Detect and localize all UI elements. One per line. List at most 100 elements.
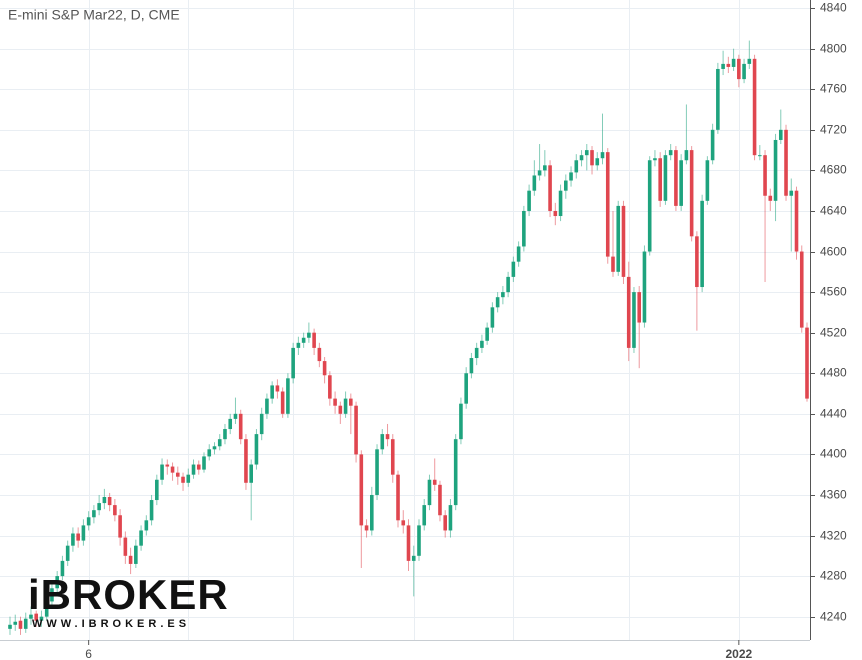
- candle-body: [637, 292, 642, 323]
- candle-body: [579, 155, 584, 161]
- candle-body: [721, 63, 725, 69]
- candle-body: [328, 375, 332, 399]
- candle-body: [134, 545, 138, 564]
- candle-body: [632, 292, 636, 348]
- candle-body: [663, 155, 668, 201]
- candle-body: [527, 190, 531, 211]
- candle-body: [485, 327, 489, 341]
- candle-body: [569, 172, 573, 181]
- candle-body: [385, 434, 390, 440]
- candle-body: [710, 129, 715, 161]
- candle-body: [605, 152, 610, 257]
- candle-body: [301, 337, 306, 343]
- y-tick-label: 4760: [820, 82, 847, 96]
- candle-body: [65, 545, 70, 561]
- candle-body: [705, 160, 710, 201]
- candle-body: [432, 479, 437, 485]
- candle-body: [427, 479, 432, 506]
- candle-body: [642, 251, 647, 323]
- y-tick-label: 4600: [820, 245, 847, 259]
- candle-body: [71, 533, 75, 546]
- candle-body: [558, 190, 563, 217]
- candle-body: [139, 530, 143, 546]
- candle-body: [406, 525, 411, 561]
- candle-body: [695, 236, 699, 288]
- y-tick-label: 4720: [820, 123, 847, 137]
- candle-body: [317, 347, 322, 362]
- candle-body: [238, 413, 243, 440]
- candle-body: [244, 439, 248, 483]
- candle-body: [233, 413, 238, 419]
- candle-body: [522, 210, 526, 247]
- candle-body: [107, 496, 112, 506]
- candle-body: [191, 464, 196, 475]
- candle-body: [118, 515, 122, 538]
- candle-body: [716, 68, 720, 130]
- candle-body: [81, 525, 86, 541]
- candle-body: [144, 520, 149, 531]
- candle-body: [564, 180, 568, 191]
- candle-body: [123, 537, 128, 556]
- candle-body: [600, 152, 605, 159]
- candle-body: [349, 398, 353, 406]
- y-tick-label: 4520: [820, 326, 847, 340]
- candle-body: [270, 385, 274, 399]
- candle-body: [768, 195, 773, 201]
- y-tick-label: 4560: [820, 285, 847, 299]
- candle-body: [689, 150, 694, 237]
- candle-body: [343, 398, 348, 414]
- candle-body: [380, 434, 385, 450]
- x-tick-label: 6: [85, 647, 92, 660]
- candle-body: [726, 63, 731, 67]
- y-tick-label: 4800: [820, 42, 847, 56]
- candle-body: [553, 210, 558, 217]
- candle-body: [731, 58, 736, 67]
- candle-body: [417, 525, 421, 556]
- candle-body: [390, 439, 395, 475]
- candle-body: [228, 418, 233, 430]
- candle-body: [537, 170, 542, 176]
- candle-body: [280, 391, 285, 414]
- y-tick-label: 4440: [820, 407, 847, 421]
- logo-url: WWW.IBROKER.ES: [32, 618, 190, 630]
- candle-body: [128, 555, 133, 564]
- candle-body: [92, 510, 96, 518]
- candle-body: [506, 276, 510, 293]
- candle-body: [369, 494, 374, 531]
- candle-body: [259, 413, 264, 435]
- candle-body: [763, 155, 767, 196]
- candle-body: [359, 454, 364, 526]
- candle-body: [422, 505, 427, 526]
- candle-body: [700, 200, 704, 288]
- candle-body: [60, 560, 65, 577]
- candle-body: [679, 160, 683, 206]
- y-tick-label: 4640: [820, 204, 847, 218]
- candle-body: [291, 347, 295, 379]
- candle-body: [616, 205, 621, 272]
- candle-body: [207, 449, 212, 457]
- candle-body: [354, 405, 358, 455]
- candle-body: [469, 358, 474, 374]
- candle-body: [438, 484, 442, 516]
- candle-body: [212, 446, 217, 450]
- candle-body: [50, 588, 54, 602]
- candle-body: [674, 150, 678, 206]
- candle-body: [626, 276, 631, 348]
- candle-body: [18, 620, 23, 629]
- candle-body: [653, 158, 657, 161]
- candle-body: [789, 190, 794, 196]
- candle-body: [217, 439, 222, 447]
- candle-body: [595, 158, 600, 166]
- candle-body: [474, 347, 479, 359]
- chart-title: E-mini S&P Mar22, D, CME: [8, 7, 180, 23]
- candle-body: [747, 58, 752, 64]
- candle-body: [76, 533, 80, 541]
- candle-body: [511, 261, 516, 277]
- candle-body: [495, 297, 500, 308]
- candle-body: [737, 58, 741, 80]
- candle-body: [590, 150, 594, 166]
- candle-body: [55, 576, 59, 589]
- candle-body: [501, 292, 505, 298]
- candle-body: [658, 158, 662, 201]
- y-tick-label: 4240: [820, 610, 847, 624]
